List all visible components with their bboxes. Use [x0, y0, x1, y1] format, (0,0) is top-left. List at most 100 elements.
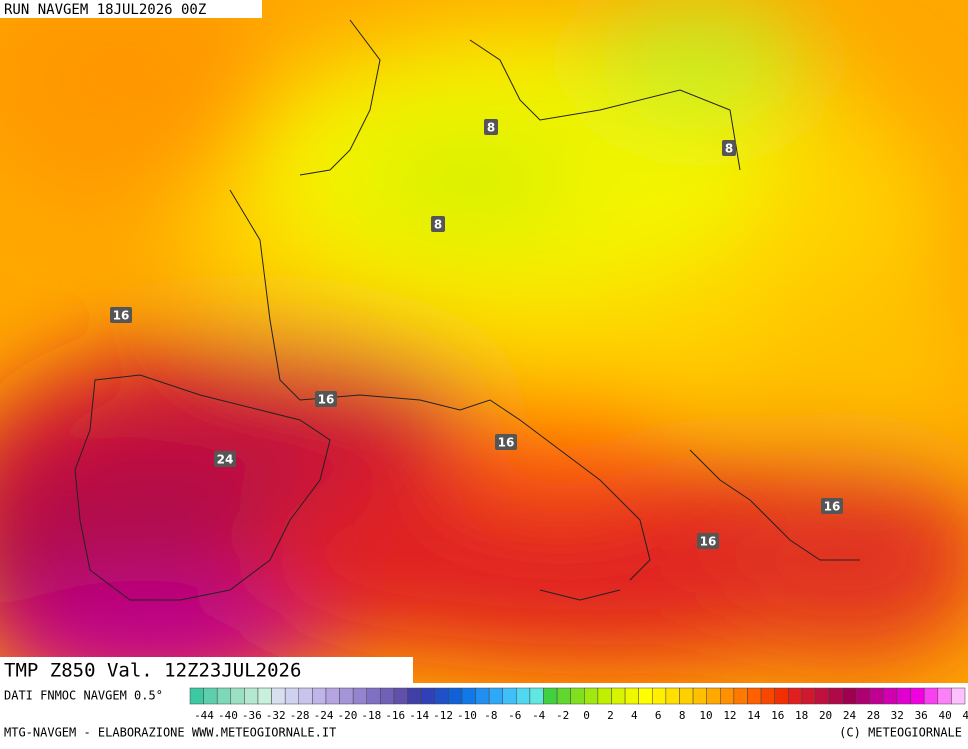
colorbar-label: 10 [699, 709, 712, 722]
colorbar-swatch [543, 687, 558, 705]
colorbar-swatch [284, 687, 300, 705]
colorbar-label: -8 [484, 709, 497, 722]
colorbar-swatch [203, 687, 218, 705]
colorbar-swatch [271, 687, 286, 705]
colorbar-label: -12 [433, 709, 453, 722]
colorbar-swatch [352, 687, 368, 705]
colorbar-swatch [325, 687, 340, 705]
colorbar-label: -28 [290, 709, 310, 722]
colorbar-label: -40 [218, 709, 238, 722]
title-box [0, 657, 413, 683]
contour-label: 24 [217, 453, 234, 467]
contour-label: 16 [498, 436, 515, 450]
colorbar-label: -18 [361, 709, 381, 722]
colorbar-swatch [216, 687, 232, 705]
colorbar-swatch [312, 687, 327, 705]
colorbar-swatch [801, 687, 816, 705]
colorbar-swatch [869, 687, 884, 705]
colorbar-swatch [189, 687, 204, 705]
colorbar-label: 0 [583, 709, 590, 722]
colorbar-label: -14 [409, 709, 429, 722]
footer-left: MTG-NAVGEM - ELABORAZIONE WWW.METEOGIORN… [4, 726, 336, 740]
contour-label-box [110, 307, 132, 323]
colorbar-label: 6 [655, 709, 662, 722]
colorbar-label: 14 [747, 709, 761, 722]
contour-label-box [697, 533, 719, 549]
contour-labels: 8 8 8 16 16 16 24 16 16 [110, 119, 843, 549]
colorbar-swatch [597, 687, 612, 705]
colorbar-swatch [611, 687, 626, 705]
map-title: TMP Z850 Val. 12Z23JUL2026 [4, 660, 301, 682]
footer-right: (C) METEOGIORNALE [839, 726, 962, 740]
contour-label: 16 [700, 535, 717, 549]
colorbar-swatch [774, 687, 789, 705]
temperature-field [0, 0, 968, 683]
colorbar-swatch [706, 687, 721, 705]
colorbar-swatch [815, 687, 830, 705]
contour-label: 16 [824, 500, 841, 514]
colorbar-swatch [937, 687, 952, 705]
colorbar-swatch [652, 687, 667, 705]
colorbar-label: -44 [194, 709, 214, 722]
contour-label: 16 [318, 393, 335, 407]
contour-label: 8 [434, 218, 442, 232]
run-label-box [0, 0, 262, 18]
colorbar-swatch [298, 687, 313, 705]
colorbar-label: 2 [607, 709, 614, 722]
colorbar-label: 28 [867, 709, 880, 722]
colorbar-swatch [529, 687, 544, 705]
colorbar-swatch [624, 687, 639, 705]
colorbar-swatch [257, 687, 272, 705]
colorbar-swatch [461, 687, 476, 705]
colorbar-label: 40 [938, 709, 951, 722]
colorbar-swatch [896, 687, 911, 705]
colorbar-label: -10 [457, 709, 477, 722]
colorbar-swatch [502, 687, 517, 705]
colorbar-swatch [787, 687, 803, 705]
colorbar-label: 18 [795, 709, 808, 722]
colorbar-swatch [380, 687, 395, 705]
colorbar-swatch [855, 687, 871, 705]
colorbar-swatch [842, 687, 857, 705]
colorbar-swatch [733, 687, 748, 705]
colorbar-swatch [692, 687, 707, 705]
colorbar-swatch [244, 687, 259, 705]
colorbar-label: -24 [314, 709, 334, 722]
contour-label-box [495, 434, 517, 450]
colorbar-swatch [230, 687, 245, 705]
colorbar-label: -32 [266, 709, 286, 722]
colorbar-swatch [679, 687, 694, 705]
colorbar-swatch [434, 687, 449, 705]
colorbar-swatch [556, 687, 571, 705]
contour-label-box [484, 119, 498, 135]
colorbar-swatch [584, 687, 599, 705]
colorbar-swatch [951, 687, 966, 705]
contour-label-box [214, 451, 236, 467]
colorbar-swatch [747, 687, 762, 705]
colorbar-swatch [407, 687, 422, 705]
colorbar: -44 -40 -36 -32 -28 -24 -20 -18 -16 -14 -12 -10 -8 -6… [189, 687, 968, 722]
colorbar-label: 4 [631, 709, 638, 722]
colorbar-swatch [828, 687, 843, 705]
contour-label-box [722, 140, 736, 156]
contour-label: 16 [113, 309, 130, 323]
colorbar-label: -2 [556, 709, 569, 722]
colorbar-swatch [393, 687, 408, 705]
colorbar-swatch [339, 687, 354, 705]
colorbar-swatch [366, 687, 381, 705]
colorbar-swatch [516, 687, 531, 705]
colorbar-label: -20 [338, 709, 358, 722]
colorbar-label: -6 [508, 709, 521, 722]
colorbar-swatch [720, 687, 735, 705]
colorbar-label: 44 [962, 709, 968, 722]
colorbar-label: -4 [532, 709, 546, 722]
colorbar-swatch [665, 687, 680, 705]
contour-label-box [821, 498, 843, 514]
colorbar-swatch [475, 687, 490, 705]
colorbar-label: -36 [242, 709, 262, 722]
colorbar-label: 8 [679, 709, 686, 722]
colorbar-label: 12 [723, 709, 736, 722]
colorbar-swatch [923, 687, 939, 705]
colorbar-label: 16 [771, 709, 784, 722]
